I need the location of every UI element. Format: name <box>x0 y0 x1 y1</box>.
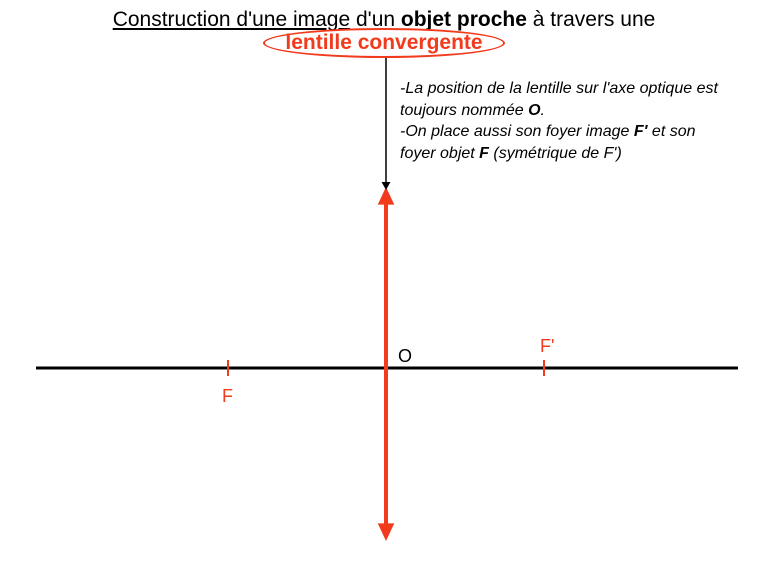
label-Fprime: F' <box>540 336 554 357</box>
pointer-arrow-icon <box>382 182 391 190</box>
lens-arrow-bottom-icon <box>378 523 395 541</box>
label-F: F <box>222 386 233 407</box>
optics-diagram <box>0 0 768 576</box>
label-O: O <box>398 346 412 367</box>
